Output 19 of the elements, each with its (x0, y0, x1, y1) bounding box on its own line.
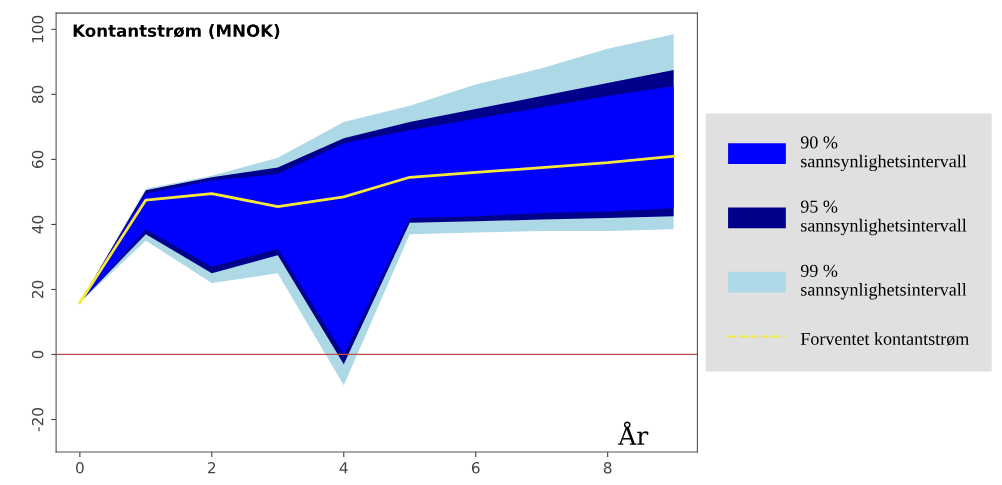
y-tick-label: 0 (31, 350, 44, 359)
y-tick-label: 100 (31, 15, 44, 43)
x-axis-title: År (618, 421, 649, 445)
legend-label: 99 % sannsynlighetsintervall (800, 264, 967, 300)
y-tick-label: 40 (31, 215, 44, 234)
y-tick-label: 80 (31, 85, 44, 104)
y-tick-label: 20 (31, 280, 44, 299)
y-tick-label: 60 (31, 150, 44, 169)
line-series (78, 154, 676, 304)
legend-label: 90 % sannsynlighetsintervall (800, 136, 967, 172)
legend-label: 95 % sannsynlighetsintervall (800, 200, 967, 236)
x-tick-label: 0 (76, 462, 84, 474)
text: Kontantstrøm (MNOK) (73, 24, 280, 39)
x-tick-label: 8 (603, 462, 612, 474)
x-tick-label: 6 (471, 462, 480, 474)
x-tick-label: 4 (339, 462, 348, 474)
y-tick-label: -20 (31, 408, 44, 432)
legend-label: Forventet kontantstrøm (800, 332, 970, 346)
x-tick-label: 2 (208, 462, 216, 474)
